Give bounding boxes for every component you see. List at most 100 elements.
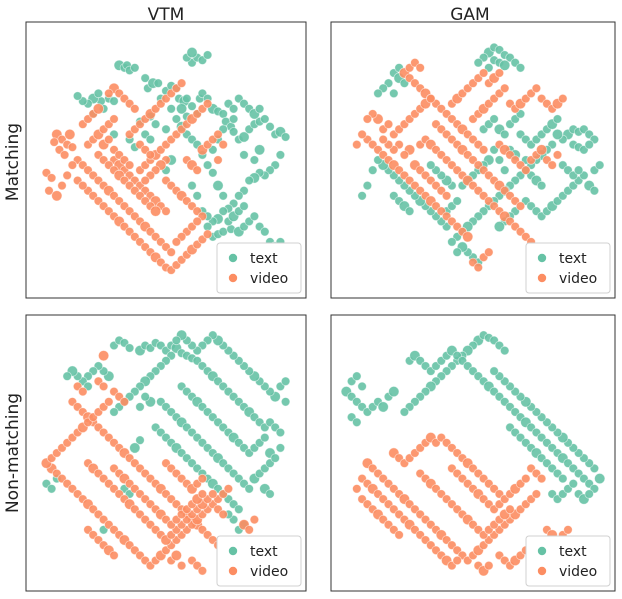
point-video (558, 93, 568, 104)
legend-label-text: text (559, 544, 587, 560)
point-video (78, 386, 88, 397)
point-video (109, 114, 119, 124)
point-text (489, 114, 499, 124)
point-text (218, 109, 228, 119)
point-text (536, 180, 547, 191)
point-text (452, 196, 462, 206)
point-text (46, 484, 57, 494)
point-text (109, 407, 119, 417)
point-video (452, 555, 462, 566)
point-text (228, 104, 239, 114)
points-group (352, 42, 605, 273)
point-video (478, 145, 489, 155)
point-text (589, 185, 600, 196)
point-text (208, 168, 218, 178)
point-text (228, 127, 239, 137)
point-video (213, 129, 223, 140)
point-text (265, 121, 275, 132)
point-text (494, 155, 505, 165)
point-video (547, 160, 557, 170)
point-text (389, 88, 399, 99)
point-text (234, 191, 244, 201)
point-text (244, 175, 254, 186)
point-text (551, 128, 564, 140)
point-text (489, 366, 499, 376)
point-text (238, 131, 250, 143)
point-text (558, 473, 568, 484)
point-video (244, 525, 254, 535)
point-video (500, 83, 510, 94)
point-video (176, 560, 187, 571)
panel-gam-matching: text video (330, 21, 616, 299)
point-text (239, 150, 249, 160)
point-video (352, 139, 362, 150)
point-text (171, 114, 182, 124)
point-text (473, 58, 484, 68)
point-text (135, 435, 145, 445)
point-text (280, 376, 291, 387)
point-text (218, 191, 228, 201)
point-video (362, 114, 373, 124)
point-video (484, 247, 494, 257)
point-text (426, 160, 436, 170)
point-video (521, 473, 531, 484)
point-text (388, 385, 400, 398)
point-text (171, 335, 182, 346)
point-text (399, 407, 410, 417)
point-text (594, 472, 606, 485)
point-text (377, 401, 389, 413)
legend-marker-video (228, 566, 238, 576)
row-title-matching: Matching (3, 123, 23, 201)
point-video (64, 128, 76, 140)
point-video (218, 139, 228, 150)
legend-marker-text (228, 253, 238, 263)
point-video (202, 229, 213, 239)
point-text (452, 247, 462, 257)
legend: text video (525, 535, 611, 587)
point-video (521, 165, 531, 175)
point-text (140, 73, 150, 83)
point-video (166, 247, 176, 257)
point-video (119, 397, 130, 407)
point-video (104, 88, 114, 99)
point-text (140, 392, 150, 402)
legend-marker-text (228, 546, 238, 556)
point-video (104, 397, 114, 407)
legend-label-text: text (559, 251, 587, 267)
point-text (595, 160, 605, 170)
point-video (426, 93, 436, 104)
point-text (280, 397, 291, 407)
point-text (404, 206, 415, 216)
point-video (394, 530, 404, 540)
point-text (93, 88, 104, 99)
point-text (153, 78, 163, 88)
point-text (260, 432, 270, 443)
point-text (135, 402, 145, 412)
legend-label-video: video (559, 564, 597, 580)
panel-frame (25, 21, 307, 299)
point-video (62, 170, 72, 181)
point-text (239, 201, 249, 211)
point-text (254, 144, 266, 156)
point-text (254, 104, 265, 114)
point-video (208, 489, 218, 499)
legend-marker-video (228, 273, 238, 283)
point-video (140, 175, 150, 186)
point-video (98, 350, 110, 362)
point-video (531, 489, 542, 499)
point-text (187, 180, 197, 191)
point-text (573, 165, 584, 175)
titles-layer: VTM GAM Matching Non-matching (3, 5, 490, 513)
panel-frame (25, 314, 307, 592)
point-video (170, 549, 182, 562)
point-video (357, 129, 367, 140)
point-video (51, 190, 63, 202)
point-text (368, 165, 378, 175)
legend-label-video: video (250, 271, 288, 287)
legend-marker-text (537, 253, 547, 263)
point-text (500, 345, 510, 356)
column-title-gam: GAM (450, 5, 489, 25)
point-text (357, 191, 367, 201)
panel-frame (330, 21, 616, 299)
point-video (67, 142, 78, 152)
